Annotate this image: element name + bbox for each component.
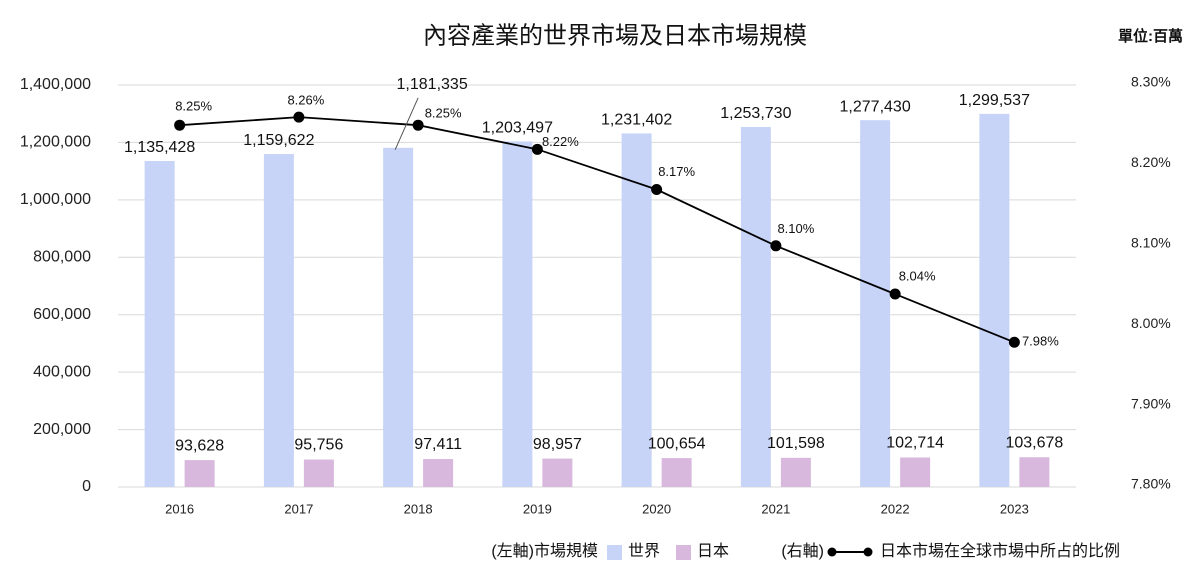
- left-axis-tick-label: 0: [82, 478, 91, 495]
- world-market-bar: [502, 141, 533, 487]
- right-axis-tick-label: 7.90%: [1131, 395, 1171, 411]
- japan-share-value-label: 8.17%: [658, 164, 695, 179]
- right-axis-tick-label: 8.00%: [1131, 315, 1171, 331]
- japan-market-bar: [542, 458, 573, 487]
- japan-share-point: [889, 288, 901, 300]
- x-axis-tick-label: 2018: [404, 501, 433, 516]
- legend-swatch-world: [607, 545, 622, 560]
- japan-share-value-label: 8.25%: [175, 99, 212, 114]
- left-axis-tick-label: 1,400,000: [20, 76, 91, 93]
- x-axis-tick-label: 2020: [642, 501, 671, 516]
- japan-market-value-label: 103,678: [1005, 434, 1063, 451]
- world-market-bar: [979, 113, 1010, 487]
- japan-share-point: [1008, 336, 1020, 348]
- legend-label-japan: 日本: [697, 542, 729, 560]
- x-axis-tick-label: 2017: [284, 501, 313, 516]
- left-axis-tick-label: 800,000: [33, 249, 91, 266]
- japan-market-bar: [303, 459, 334, 487]
- bars: [144, 113, 1050, 487]
- japan-share-value-label: 8.22%: [542, 134, 579, 149]
- x-axis-tick-label: 2022: [881, 501, 910, 516]
- world-market-bar: [263, 154, 294, 487]
- japan-share-point: [651, 184, 663, 196]
- world-market-bar: [144, 160, 175, 487]
- legend-line-marker-icon: [827, 547, 873, 557]
- legend-swatch-japan: [676, 545, 691, 560]
- right-axis-tick-label: 8.30%: [1131, 74, 1171, 90]
- world-market-bar: [383, 147, 414, 487]
- japan-share-value-label: 7.98%: [1022, 334, 1059, 349]
- value-label-leader-line: [394, 97, 419, 150]
- x-axis: 2016 2017 2018 2019 2020 2021 2022 2023: [165, 501, 1029, 516]
- japan-share-value-label: 8.10%: [777, 221, 814, 236]
- right-axis-tick-label: 7.80%: [1131, 476, 1171, 492]
- japan-market-value-label: 102,714: [886, 435, 944, 452]
- left-axis-tick-label: 200,000: [33, 421, 91, 438]
- japan-share-point: [293, 111, 305, 123]
- japan-share-point: [770, 240, 782, 252]
- world-market-value-label: 1,159,622: [243, 132, 314, 149]
- japan-market-bar: [780, 457, 811, 487]
- x-axis-tick-label: 2016: [165, 501, 194, 516]
- right-axis-tick-label: 8.20%: [1131, 154, 1171, 170]
- right-axis: 7.80% 7.90% 8.00% 8.10% 8.20% 8.30%: [1131, 74, 1171, 492]
- left-axis-tick-label: 1,000,000: [20, 191, 91, 208]
- world-market-value-label: 1,253,730: [720, 105, 791, 122]
- japan-market-value-label: 97,411: [414, 436, 462, 453]
- japan-market-bar: [423, 459, 454, 487]
- data-labels: 1,135,428 1,159,622 1,181,335 1,203,497 1,23…: [124, 76, 1063, 454]
- world-market-bar: [621, 133, 652, 487]
- japan-market-value-label: 98,957: [533, 436, 582, 453]
- legend-left-axis-label: (左軸)市場規模: [491, 542, 598, 560]
- world-market-value-label: 1,203,497: [482, 120, 553, 137]
- right-axis-tick-label: 8.10%: [1131, 235, 1171, 251]
- japan-market-value-label: 101,598: [767, 435, 825, 452]
- japan-share-point: [531, 143, 543, 155]
- left-axis: 0 200,000 400,000 600,000 800,000 1,000,000 1,…: [20, 76, 91, 495]
- japan-market-value-label: 100,654: [648, 435, 706, 452]
- japan-market-value-label: 93,628: [175, 437, 224, 454]
- legend-label-japan-share: 日本市場在全球市場中所占的比例: [880, 542, 1120, 560]
- japan-share-point: [174, 119, 186, 131]
- world-market-value-label: 1,181,335: [397, 76, 468, 93]
- world-market-value-label: 1,299,537: [959, 92, 1030, 109]
- legend-label-world: 世界: [628, 542, 660, 560]
- japan-share-value-label: 8.26%: [287, 93, 324, 108]
- japan-market-bar: [900, 457, 931, 487]
- world-market-value-label: 1,135,428: [124, 139, 195, 156]
- x-axis-tick-label: 2019: [523, 501, 552, 516]
- x-axis-tick-label: 2021: [761, 501, 790, 516]
- ratio-line-series: [174, 111, 1020, 348]
- left-axis-tick-label: 600,000: [33, 306, 91, 323]
- japan-market-bar: [661, 458, 692, 487]
- unit-label: 單位:百萬: [1118, 27, 1183, 45]
- world-market-bar: [740, 127, 771, 487]
- world-market-value-label: 1,231,402: [601, 112, 672, 129]
- japan-market-bar: [184, 460, 215, 487]
- japan-market-bar: [1019, 457, 1050, 487]
- world-market-value-label: 1,277,430: [840, 98, 911, 115]
- japan-share-point: [412, 119, 424, 131]
- left-axis-tick-label: 400,000: [33, 363, 91, 380]
- japan-share-line: [179, 116, 1015, 344]
- japan-share-value-label: 8.04%: [899, 268, 936, 283]
- left-axis-tick-label: 1,200,000: [20, 134, 91, 151]
- legend-right-axis-label: (右軸): [781, 542, 824, 560]
- japan-market-value-label: 95,756: [294, 437, 343, 454]
- x-axis-tick-label: 2023: [1000, 501, 1029, 516]
- chart-title: 內容產業的世界市場及日本市場規模: [423, 22, 807, 49]
- world-market-bar: [860, 120, 891, 487]
- legend: (左軸)市場規模 世界 日本 (右軸) 日本市場在全球市場中所占的比例: [491, 542, 1120, 560]
- japan-share-value-label: 8.25%: [425, 106, 462, 121]
